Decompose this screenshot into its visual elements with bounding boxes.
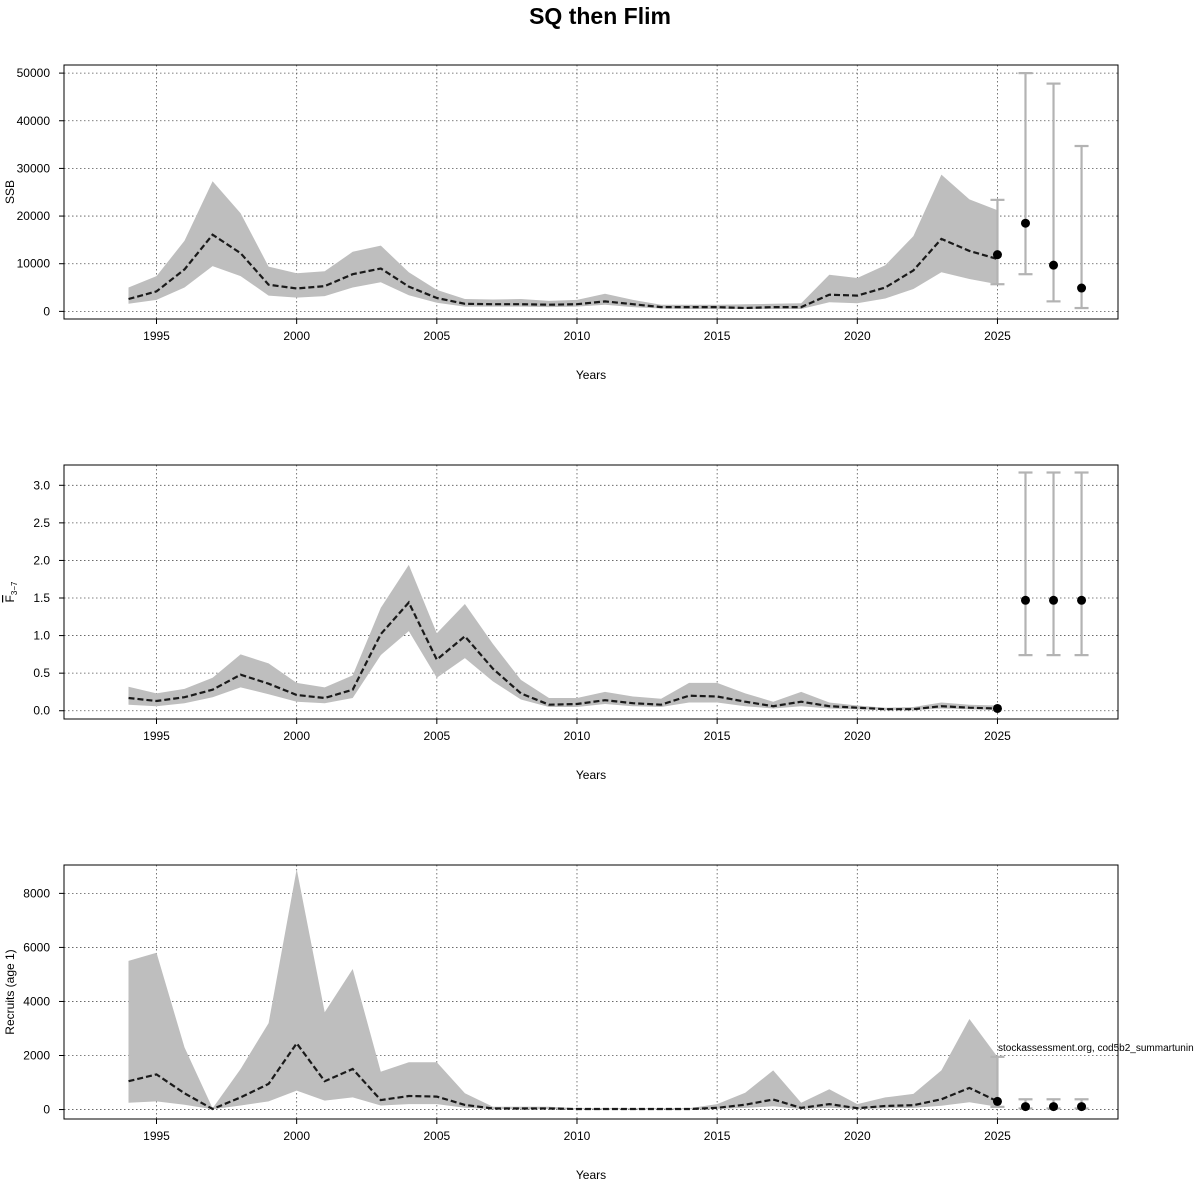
y-tick-label: 20000 (17, 209, 51, 223)
panels: 1995 2000 2005 2010 2015 2020 2025010000200003… (3, 64, 1194, 1182)
x-tick-label: 2025 (984, 329, 1011, 343)
y-tick-label: 8000 (23, 886, 50, 900)
projection-point (1049, 1102, 1059, 1112)
x-tick-label: 2005 (423, 729, 450, 743)
median-line (128, 600, 998, 711)
y-tick-label: 50000 (17, 66, 51, 80)
y-tick-label: 2.5 (33, 516, 50, 530)
y-axis-label: F3−7 (3, 581, 19, 602)
projection-point (1020, 218, 1030, 228)
chart-title: SQ then Flim (529, 3, 671, 29)
median-line (128, 1041, 998, 1111)
y-tick-label: 2.0 (33, 553, 50, 567)
y-tick-label: 1.5 (33, 591, 50, 605)
x-axis-label: Years (576, 768, 606, 782)
y-tick-label: 0 (43, 1103, 50, 1117)
median-line (128, 233, 998, 310)
projection-point (1077, 1102, 1087, 1112)
x-tick-label: 2025 (984, 729, 1011, 743)
x-tick-label: 2015 (704, 1129, 731, 1143)
projection-point (1077, 595, 1087, 605)
y-tick-label: 3.0 (33, 478, 50, 492)
panel-fbar: 1995 2000 2005 2010 2015 2020 2025 0.0 0.5 1.0 1.5… (3, 464, 1119, 782)
plot-frame (63, 464, 1119, 720)
confidence-band (128, 174, 998, 309)
projection-point (1020, 595, 1030, 605)
y-tick-label: 30000 (17, 161, 51, 175)
y-axis-label: Recruits (age 1) (3, 949, 17, 1034)
y-axis-label: SSB (3, 180, 17, 204)
x-tick-label: 2010 (564, 1129, 591, 1143)
x-tick-label: 2005 (423, 329, 450, 343)
projection-point (1020, 1102, 1030, 1112)
y-tick-label: 6000 (23, 940, 50, 954)
y-tick-label: 2000 (23, 1049, 50, 1063)
x-tick-label: 2015 (704, 729, 731, 743)
plot-frame (63, 864, 1119, 1120)
x-tick-label: 2000 (283, 729, 310, 743)
x-tick-label: 1995 (143, 329, 170, 343)
panel-recruits: 1995 2000 2005 2010 2015 2020 2025 0 2000 4000 600… (3, 864, 1194, 1182)
x-tick-label: 2020 (844, 329, 871, 343)
panel-ssb: 1995 2000 2005 2010 2015 2020 2025 0 10000 20000 3… (3, 64, 1119, 382)
x-tick-label: 2015 (704, 329, 731, 343)
projection-point (992, 250, 1002, 260)
x-axis-label: Years (576, 368, 606, 382)
confidence-band (128, 869, 998, 1110)
x-tick-label: 2020 (844, 1129, 871, 1143)
y-tick-label: 4000 (23, 994, 50, 1008)
x-tick-label: 2020 (844, 729, 871, 743)
y-tick-label: 0.5 (33, 666, 50, 680)
projection-point (1049, 595, 1059, 605)
y-tick-label: 0.0 (33, 704, 50, 718)
x-tick-label: 2010 (564, 729, 591, 743)
projection-point (1077, 283, 1087, 293)
x-tick-label: 1995 (143, 729, 170, 743)
x-tick-label: 1995 (143, 1129, 170, 1143)
y-tick-label: 10000 (17, 257, 51, 271)
y-tick-label: 1.0 (33, 629, 50, 643)
source-annotation: stockassessment.org, cod5b2_summartunin (998, 1043, 1194, 1054)
projection-point (992, 1096, 1002, 1106)
y-tick-label: 40000 (17, 114, 51, 128)
x-tick-label: 2005 (423, 1129, 450, 1143)
plot-frame (63, 64, 1119, 320)
x-tick-label: 2000 (283, 329, 310, 343)
x-tick-label: 2000 (283, 1129, 310, 1143)
x-tick-label: 2025 (984, 1129, 1011, 1143)
projection-point (1049, 260, 1059, 270)
confidence-band (128, 564, 998, 710)
x-axis-label: Years (576, 1168, 606, 1182)
projection-point (992, 703, 1002, 713)
x-tick-label: 2010 (564, 329, 591, 343)
y-tick-label: 0 (43, 304, 50, 318)
